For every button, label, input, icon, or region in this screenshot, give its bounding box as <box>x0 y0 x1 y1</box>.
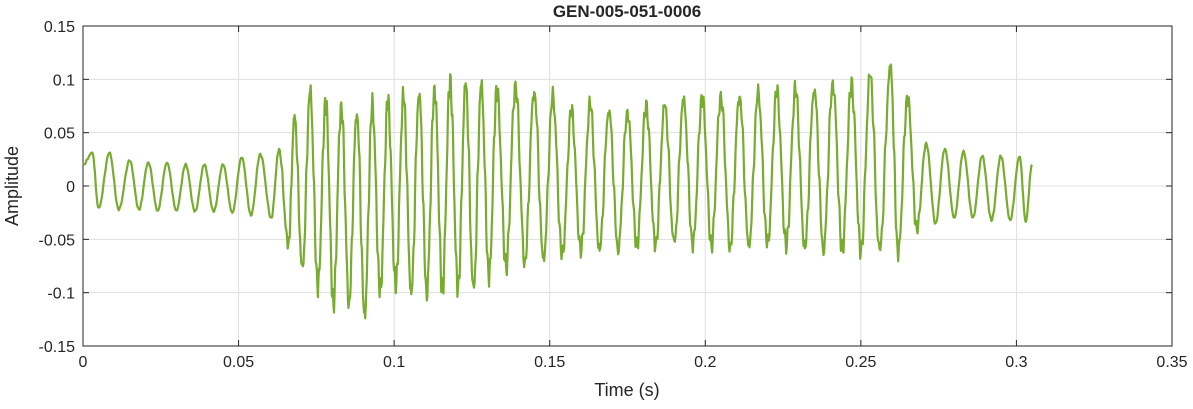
axis-ticks: 0 0.05 0.1 0.15 0.2 0.25 0.3 0.35 -0.15 -0.1 -0.05… <box>39 19 1188 371</box>
x-tick-label: 0.3 <box>1005 354 1027 371</box>
x-tick-label: 0.2 <box>694 354 716 371</box>
y-tick-label: -0.05 <box>39 232 76 249</box>
y-tick-label: 0.05 <box>44 126 75 143</box>
y-tick-label: -0.15 <box>39 339 76 356</box>
x-tick-label: 0.25 <box>845 354 876 371</box>
series-layer <box>82 63 1033 320</box>
y-tick-label: 0 <box>66 179 75 196</box>
y-axis-label: Amplitude <box>2 146 22 226</box>
chart-title: GEN-005-051-0006 <box>553 2 701 21</box>
x-tick-label: 0.15 <box>534 354 565 371</box>
waveform-series-line <box>82 63 1033 320</box>
x-tick-label: 0.05 <box>223 354 254 371</box>
x-tick-label: 0.1 <box>383 354 405 371</box>
grid <box>83 26 1172 346</box>
y-tick-label: 0.1 <box>53 72 75 89</box>
x-tick-label: 0 <box>79 354 88 371</box>
y-tick-label: -0.1 <box>47 286 75 303</box>
x-tick-label: 0.35 <box>1156 354 1187 371</box>
y-tick-label: 0.15 <box>44 19 75 36</box>
x-axis-label: Time (s) <box>594 380 659 400</box>
